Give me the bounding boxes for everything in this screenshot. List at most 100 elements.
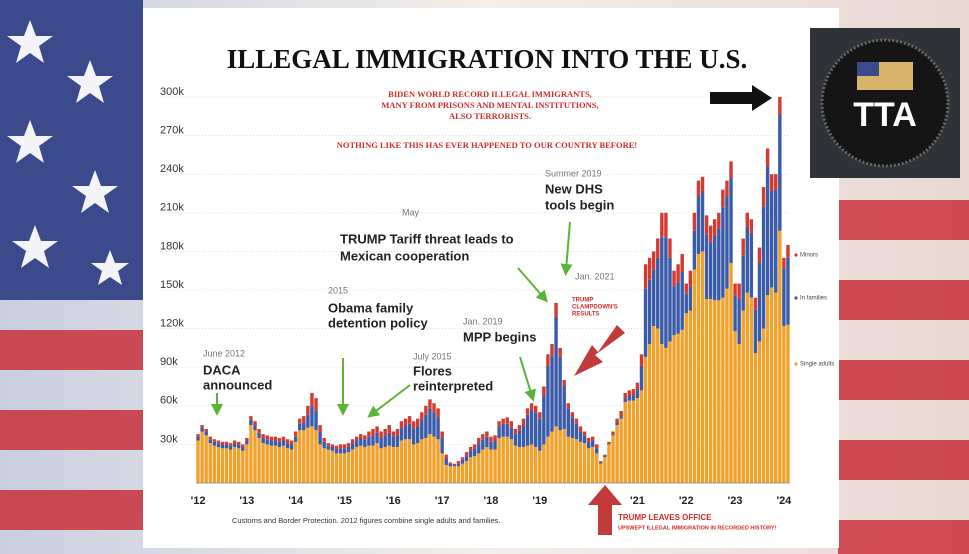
annotation: TRUMP (572, 298, 593, 304)
bar-segment (534, 446, 538, 483)
bar-segment (741, 255, 745, 311)
bar-segment (590, 436, 595, 441)
bar-segment (749, 233, 754, 298)
x-tick-label: '18 (484, 495, 499, 507)
bar-segment (265, 435, 269, 440)
bar-segment (334, 449, 339, 454)
bar-segment (643, 288, 648, 357)
bar-segment (208, 439, 212, 444)
bar-segment (383, 428, 387, 436)
bar-segment (590, 446, 595, 483)
bar-segment (273, 440, 278, 446)
bar-segment (713, 235, 717, 301)
bar-segment (765, 148, 770, 167)
bar-segment (399, 421, 404, 428)
bar-segment (733, 331, 737, 483)
bar-segment (232, 446, 237, 483)
bar-segment (517, 425, 522, 431)
bar-segment (281, 445, 286, 483)
bar-segment (265, 439, 269, 445)
bar-segment (627, 400, 632, 483)
bar-segment (570, 417, 575, 438)
bar-segment (269, 440, 273, 446)
bar-segment (521, 446, 526, 483)
bar-segment (619, 416, 623, 419)
bar-segment (713, 300, 717, 483)
bar-segment (204, 431, 208, 436)
bar-segment (595, 444, 599, 449)
bar-segment (375, 426, 379, 433)
bar-segment (367, 445, 371, 483)
bar-segment (550, 355, 554, 432)
bar-segment (228, 445, 233, 450)
bar-segment (615, 425, 619, 483)
bar-segment (525, 414, 530, 446)
bar-segment (607, 443, 611, 445)
bar-segment (668, 341, 672, 483)
bar-segment (432, 412, 436, 437)
bar-segment (729, 178, 733, 263)
legend-swatch (794, 362, 798, 366)
bar-segment (765, 295, 770, 483)
bar-segment (493, 435, 497, 441)
x-tick-label: '19 (532, 495, 547, 507)
bar-segment (509, 439, 514, 483)
red-arrow (574, 325, 625, 376)
bar-segment (216, 446, 221, 483)
y-tick-label: 30k (160, 433, 178, 445)
bar-segment (346, 446, 351, 453)
bar-segment (424, 414, 428, 438)
bar-segment (477, 437, 481, 444)
bar-segment (481, 449, 485, 483)
bar-segment (765, 166, 770, 296)
bar-segment (501, 436, 505, 483)
bar-segment (631, 400, 636, 483)
bar-segment (489, 441, 493, 450)
bar-segment (590, 440, 595, 447)
bar-segment (354, 446, 359, 483)
bar-segment (407, 423, 412, 440)
bar-segment (595, 448, 599, 454)
bar-segment (403, 418, 408, 426)
bar-segment (420, 412, 424, 420)
bar-segment (204, 435, 208, 483)
bar-segment (489, 449, 493, 483)
bar-segment (725, 288, 729, 483)
bar-segment (497, 421, 501, 427)
bar-segment (538, 412, 542, 419)
bar-segment (501, 418, 505, 424)
bar-segment (485, 446, 489, 483)
bar-segment (529, 444, 534, 483)
bar-segment (383, 446, 387, 483)
red-arrow (588, 485, 622, 535)
bar-segment (253, 421, 257, 426)
bar-segment (253, 425, 257, 431)
bar-segment (774, 174, 778, 190)
annotation: CLAMPDOWN'S (572, 305, 618, 311)
bar-segment (424, 405, 428, 415)
bar-segment (546, 354, 550, 366)
y-tick-label: 90k (160, 356, 178, 368)
bar-segment (643, 264, 648, 289)
bar-segment (651, 326, 656, 483)
bar-segment (428, 408, 432, 435)
bar-segment (786, 257, 790, 325)
bar-segment (639, 390, 644, 483)
bar-segment (729, 262, 733, 483)
bar-segment (367, 431, 371, 437)
bar-segment (672, 335, 676, 483)
bar-segment (676, 264, 680, 283)
annotation: Mexican cooperation (340, 248, 469, 263)
x-tick-label: '15 (337, 495, 352, 507)
bar-segment (371, 428, 375, 436)
bar-segment (708, 242, 713, 300)
bar-segment (448, 462, 452, 464)
bar-segment (566, 408, 570, 437)
bar-segment (509, 421, 514, 428)
bar-segment (310, 392, 314, 406)
bar-segment (293, 441, 298, 483)
annotation: Jan. 2021 (575, 271, 615, 281)
bar-segment (432, 436, 436, 483)
bar-segment (216, 440, 221, 444)
bar-segment (778, 97, 782, 116)
